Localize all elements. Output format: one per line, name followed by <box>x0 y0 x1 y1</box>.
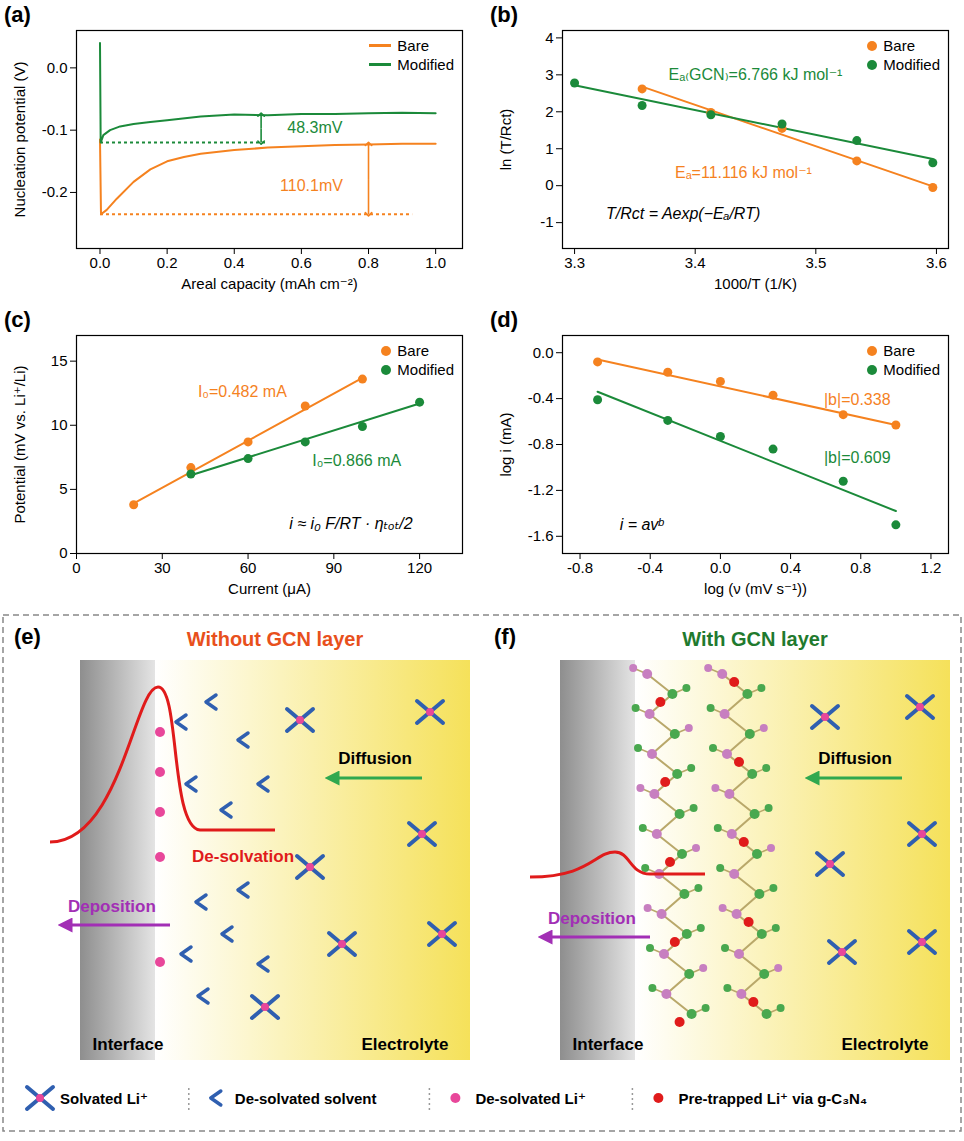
svg-text:48.3mV: 48.3mV <box>287 119 342 136</box>
svg-text:0.2: 0.2 <box>157 254 178 271</box>
svg-text:Eₐ=11.116 kJ mol⁻¹: Eₐ=11.116 kJ mol⁻¹ <box>675 164 812 181</box>
svg-text:-0.1: -0.1 <box>42 121 68 138</box>
svg-text:1000/T (1/K): 1000/T (1/K) <box>714 275 797 292</box>
svg-text:(e): (e) <box>14 624 41 649</box>
svg-text:Diffusion: Diffusion <box>338 749 412 768</box>
svg-text:3.5: 3.5 <box>805 254 826 271</box>
svg-text:i ≈ i₀ F/RT · ηₜₒₜ/2: i ≈ i₀ F/RT · ηₜₒₜ/2 <box>289 515 413 532</box>
html-text:Modified: Modified <box>397 56 454 73</box>
html-text:Modified: Modified <box>883 56 940 73</box>
svg-text:2: 2 <box>545 103 553 120</box>
svg-text:0: 0 <box>59 544 67 561</box>
svg-text:-0.8: -0.8 <box>567 559 593 576</box>
svg-text:0.0: 0.0 <box>533 344 554 361</box>
svg-text:log (ν (mV s⁻¹)): log (ν (mV s⁻¹)) <box>704 580 807 597</box>
svg-text:De-solvation: De-solvation <box>192 847 294 866</box>
svg-text:0: 0 <box>72 559 80 576</box>
svg-text:0.6: 0.6 <box>291 254 312 271</box>
svg-text:0.8: 0.8 <box>850 559 871 576</box>
svg-text:With GCN layer: With GCN layer <box>682 628 828 650</box>
svg-text:120: 120 <box>407 559 432 576</box>
svg-text:Nucleation potential (V): Nucleation potential (V) <box>11 62 28 218</box>
svg-text:0.4: 0.4 <box>780 559 801 576</box>
svg-text:Current (μA): Current (μA) <box>228 580 311 597</box>
svg-text:ln (T/Rct): ln (T/Rct) <box>497 109 514 171</box>
svg-text:-1.6: -1.6 <box>528 527 554 544</box>
html-text:(d): (d) <box>490 307 519 332</box>
svg-text:60: 60 <box>240 559 257 576</box>
svg-text:Solvated Li⁺: Solvated Li⁺ <box>60 1090 148 1107</box>
svg-text:i = avᵇ: i = avᵇ <box>620 516 665 533</box>
svg-text:1.0: 1.0 <box>425 254 446 271</box>
svg-text:-1.2: -1.2 <box>528 481 554 498</box>
svg-text:30: 30 <box>154 559 171 576</box>
svg-text:5: 5 <box>59 480 67 497</box>
svg-text:0: 0 <box>545 176 553 193</box>
svg-text:1.2: 1.2 <box>921 559 942 576</box>
svg-text:Pre-trapped Li⁺ via g-C₃N₄: Pre-trapped Li⁺ via g-C₃N₄ <box>678 1090 867 1107</box>
html-text:(a): (a) <box>4 2 31 27</box>
svg-text:Electrolyte: Electrolyte <box>362 1035 449 1054</box>
svg-text:-1: -1 <box>540 213 553 230</box>
svg-text:log i (mA): log i (mA) <box>497 412 514 476</box>
svg-text:0.0: 0.0 <box>710 559 731 576</box>
svg-text:(f): (f) <box>494 624 516 649</box>
svg-text:Eₐ₍GCN₎=6.766 kJ mol⁻¹: Eₐ₍GCN₎=6.766 kJ mol⁻¹ <box>669 66 843 83</box>
svg-text:3.3: 3.3 <box>564 254 585 271</box>
html-text:(b): (b) <box>490 2 519 27</box>
svg-text:0.4: 0.4 <box>224 254 245 271</box>
svg-text:15: 15 <box>51 352 68 369</box>
svg-text:Electrolyte: Electrolyte <box>842 1035 929 1054</box>
svg-text:0.0: 0.0 <box>47 59 68 76</box>
html-text:Bare: Bare <box>883 37 915 54</box>
html-text:(c): (c) <box>4 307 31 332</box>
svg-text:Without GCN layer: Without GCN layer <box>187 628 364 650</box>
html-text:Bare: Bare <box>397 37 429 54</box>
svg-text:4: 4 <box>545 29 553 46</box>
svg-text:Areal capacity (mAh cm⁻²): Areal capacity (mAh cm⁻²) <box>181 275 357 292</box>
svg-text:Deposition: Deposition <box>548 909 636 928</box>
svg-text:Potential (mV vs. Li⁺/Li): Potential (mV vs. Li⁺/Li) <box>11 366 28 524</box>
svg-text:I₀=0.866 mA: I₀=0.866 mA <box>312 452 401 469</box>
svg-text:10: 10 <box>51 416 68 433</box>
svg-text:Deposition: Deposition <box>68 897 156 916</box>
html-text:Modified: Modified <box>397 361 454 378</box>
svg-text:3.4: 3.4 <box>685 254 706 271</box>
svg-text:-0.2: -0.2 <box>42 183 68 200</box>
svg-text:-0.4: -0.4 <box>528 389 554 406</box>
svg-text:1: 1 <box>545 140 553 157</box>
html-text:Bare: Bare <box>397 342 429 359</box>
svg-text:3: 3 <box>545 66 553 83</box>
svg-text:0.8: 0.8 <box>358 254 379 271</box>
svg-text:90: 90 <box>325 559 342 576</box>
html-text:Modified: Modified <box>883 361 940 378</box>
svg-text:De-solvated solvent: De-solvated solvent <box>235 1090 377 1107</box>
svg-text:T/Rct = Aexp(−Eₐ/RT): T/Rct = Aexp(−Eₐ/RT) <box>606 205 760 222</box>
svg-text:-0.4: -0.4 <box>637 559 663 576</box>
svg-text:110.1mV: 110.1mV <box>280 177 343 194</box>
svg-text:Interface: Interface <box>93 1035 164 1054</box>
svg-text:|b|=0.338: |b|=0.338 <box>824 391 891 408</box>
svg-text:|b|=0.609: |b|=0.609 <box>824 449 891 466</box>
svg-text:3.6: 3.6 <box>926 254 947 271</box>
svg-text:-0.8: -0.8 <box>528 435 554 452</box>
svg-text:I₀=0.482 mA: I₀=0.482 mA <box>198 383 287 400</box>
svg-text:Diffusion: Diffusion <box>818 749 892 768</box>
svg-text:De-solvated Li⁺: De-solvated Li⁺ <box>475 1090 585 1107</box>
svg-text:0.0: 0.0 <box>90 254 111 271</box>
svg-text:Interface: Interface <box>573 1035 644 1054</box>
html-text:Bare: Bare <box>883 342 915 359</box>
